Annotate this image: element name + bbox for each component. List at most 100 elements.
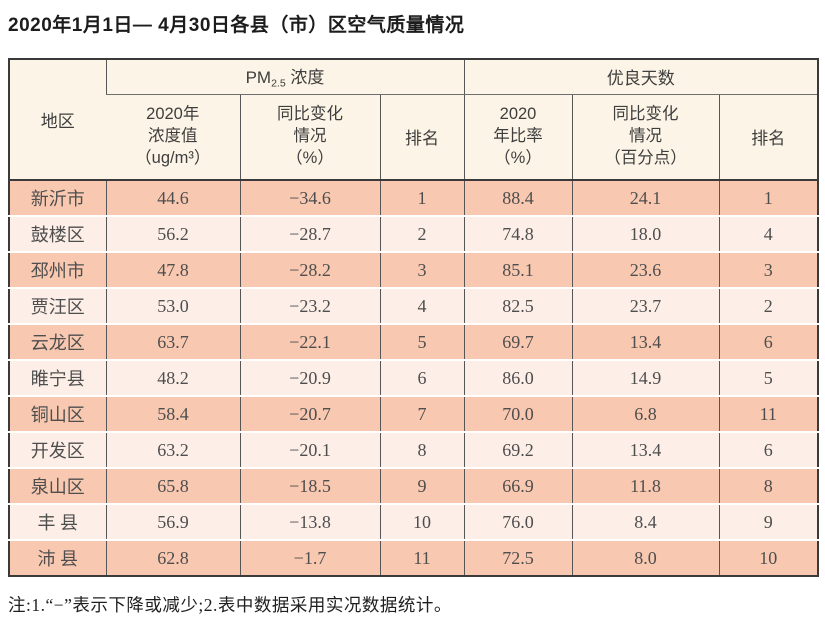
pm-change-line-2: 情况 [293,126,327,145]
cell-good-days-rate: 86.0 [463,359,572,396]
cell-pm-rank: 5 [379,323,464,360]
cell-pm-value: 48.2 [105,359,240,396]
cell-good-days-rate: 72.5 [463,539,572,576]
cell-good-days-rank: 3 [718,251,819,288]
cell-pm-value: 58.4 [105,395,240,432]
table-row: 邳州市 47.8 −28.2 3 85.1 23.6 3 [9,251,819,288]
cell-good-days-change: 13.4 [571,323,719,360]
good-change-line-2: 情况 [629,126,662,145]
cell-good-days-rate: 69.7 [463,323,572,360]
cell-pm-value: 44.6 [105,180,240,216]
column-header-good-rate: 2020 年比率 （%） [463,94,572,181]
cell-pm-change: −22.1 [239,323,380,360]
cell-good-days-rate: 85.1 [463,251,572,288]
cell-pm-rank: 1 [379,180,464,216]
column-group-good-days: 优良天数 [463,59,819,95]
good-rate-line-1: 2020 [499,105,537,124]
cell-pm-change: −1.7 [239,539,380,576]
cell-good-days-rate: 66.9 [463,467,572,504]
cell-region: 泉山区 [9,467,106,504]
header-sub-row: 2020年 浓度值 （ug/m³） 同比变化 情况 （%） 排名 2020 [9,94,819,181]
cell-pm-rank: 7 [379,395,464,432]
cell-good-days-change: 8.4 [571,503,719,540]
cell-pm-rank: 3 [379,251,464,288]
cell-good-days-rate: 88.4 [463,180,572,216]
air-quality-table: 地区 PM2.5 浓度 优良天数 2020年 浓度值 （ug/m³） 同比变化 … [8,58,820,577]
table-row: 鼓楼区 56.2 −28.7 2 74.8 18.0 4 [9,215,819,252]
table-row: 贾汪区 53.0 −23.2 4 82.5 23.7 2 [9,287,819,324]
pm-value-line-2: 浓度值 [148,126,198,145]
cell-pm-value: 65.8 [105,467,240,504]
cell-good-days-rate: 76.0 [463,503,572,540]
cell-good-days-change: 6.8 [571,395,719,432]
cell-pm-change: −28.2 [239,251,380,288]
cell-pm-change: −13.8 [239,503,380,540]
good-change-line-1: 同比变化 [612,105,679,124]
cell-good-days-change: 23.6 [571,251,719,288]
pm25-label-suffix: 浓度 [285,68,325,88]
cell-good-days-rate: 70.0 [463,395,572,432]
pm-value-line-3: （ug/m³） [135,148,211,167]
cell-pm-rank: 6 [379,359,464,396]
cell-good-days-rate: 82.5 [463,287,572,324]
page-title: 2020年1月1日— 4月30日各县（市）区空气质量情况 [8,15,465,36]
cell-pm-value: 62.8 [105,539,240,576]
cell-pm-value: 63.7 [105,323,240,360]
cell-pm-change: −20.9 [239,359,380,396]
table-row: 泉山区 65.8 −18.5 9 66.9 11.8 8 [9,467,819,504]
table-header: 地区 PM2.5 浓度 优良天数 2020年 浓度值 （ug/m³） 同比变化 … [9,59,819,181]
cell-good-days-change: 24.1 [571,180,719,216]
cell-good-days-change: 8.0 [571,539,719,576]
cell-good-days-rank: 5 [718,359,819,396]
cell-good-days-rank: 11 [718,395,819,432]
cell-region: 丰 县 [9,503,106,540]
cell-pm-value: 56.2 [105,215,240,252]
table-row: 睢宁县 48.2 −20.9 6 86.0 14.9 5 [9,359,819,396]
column-header-good-change: 同比变化 情况 （百分点） [571,94,719,181]
column-group-pm25: PM2.5 浓度 [105,59,464,95]
good-change-line-3: （百分点） [604,148,687,167]
table-row: 丰 县 56.9 −13.8 10 76.0 8.4 9 [9,503,819,540]
table-row: 开发区 63.2 −20.1 8 69.2 13.4 6 [9,431,819,468]
pm-value-line-1: 2020年 [146,105,200,124]
pm25-label-prefix: PM [245,68,272,88]
cell-good-days-rank: 2 [718,287,819,324]
column-header-pm-value: 2020年 浓度值 （ug/m³） [106,94,240,181]
cell-region: 新沂市 [9,180,106,216]
cell-good-days-rank: 8 [718,467,819,504]
cell-region: 贾汪区 [9,287,106,324]
cell-region: 云龙区 [9,323,106,360]
table-body: 新沂市 44.6 −34.6 1 88.4 24.1 1 鼓楼区 56.2 −2… [9,180,819,576]
cell-pm-value: 63.2 [105,431,240,468]
cell-good-days-rank: 6 [718,323,819,360]
table-row: 云龙区 63.7 −22.1 5 69.7 13.4 6 [9,323,819,360]
cell-pm-rank: 2 [379,215,464,252]
table-row: 沛 县 62.8 −1.7 11 72.5 8.0 10 [9,539,819,576]
cell-pm-rank: 8 [379,431,464,468]
table-row: 铜山区 58.4 −20.7 7 70.0 6.8 11 [9,395,819,432]
cell-good-days-rate: 69.2 [463,431,572,468]
column-header-region: 地区 [9,59,106,181]
cell-pm-rank: 11 [379,539,464,576]
cell-good-days-rank: 1 [718,180,819,216]
cell-good-days-change: 13.4 [571,431,719,468]
cell-region: 睢宁县 [9,359,106,396]
pm-change-line-1: 同比变化 [277,105,343,124]
column-header-pm-change: 同比变化 情况 （%） [239,94,380,181]
cell-region: 铜山区 [9,395,106,432]
cell-pm-change: −20.1 [239,431,380,468]
cell-good-days-rank: 10 [718,539,819,576]
cell-good-days-rank: 9 [718,503,819,540]
cell-pm-value: 47.8 [105,251,240,288]
header-group-row: 地区 PM2.5 浓度 优良天数 [9,59,819,181]
footnote: 注:1.“−”表示下降或减少;2.表中数据采用实况数据统计。 [8,595,452,615]
cell-pm-rank: 10 [379,503,464,540]
cell-pm-change: −34.6 [239,180,380,216]
pm25-label-subscript: 2.5 [271,78,286,91]
cell-good-days-change: 23.7 [571,287,719,324]
cell-pm-change: −18.5 [239,467,380,504]
cell-region: 沛 县 [9,539,106,576]
cell-pm-rank: 4 [379,287,464,324]
good-rate-line-2: 年比率 [493,126,543,145]
cell-good-days-rate: 74.8 [463,215,572,252]
